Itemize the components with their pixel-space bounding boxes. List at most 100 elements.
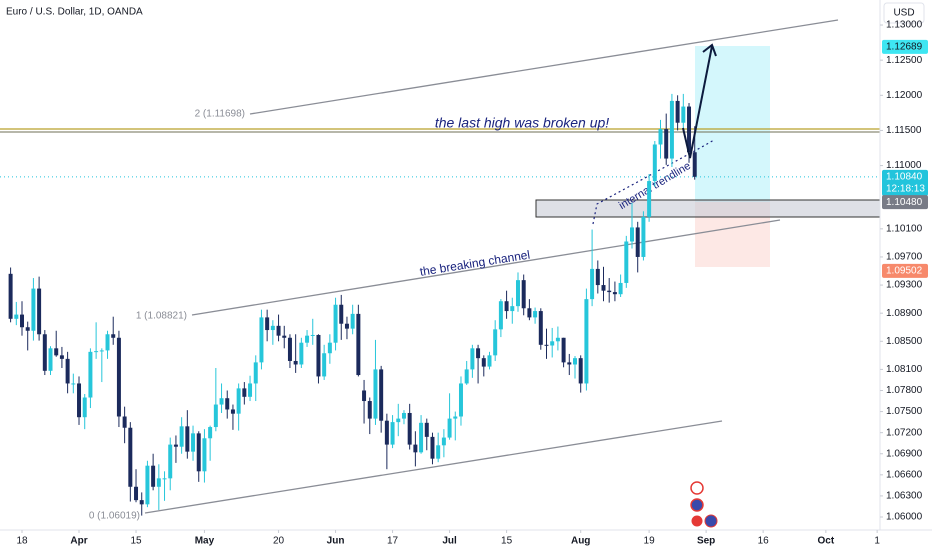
x-tick-label: 20	[273, 536, 285, 547]
y-tick-label: 1.07800	[886, 385, 923, 396]
y-tick-label: 1.06300	[886, 491, 923, 502]
candle-body	[259, 317, 264, 363]
candle-body	[356, 313, 361, 376]
candle-body	[487, 355, 492, 367]
candle-body	[555, 337, 560, 342]
x-tick-label: Jun	[327, 536, 345, 547]
candle-body	[453, 416, 458, 419]
candle-body	[612, 292, 617, 295]
candle-body	[407, 412, 412, 445]
y-tick-label: 1.07500	[886, 406, 923, 417]
candle-body	[498, 301, 503, 330]
candle-body	[54, 348, 59, 356]
price-marker-label: 1.10840	[886, 171, 923, 182]
candle-body	[396, 418, 401, 423]
candle-body	[208, 427, 213, 439]
candle-body	[196, 433, 201, 472]
candle-body	[687, 106, 692, 153]
candle-body	[630, 227, 635, 242]
candle-body	[652, 144, 657, 182]
candle-body	[339, 304, 344, 324]
candle-body	[607, 290, 612, 293]
candle-body	[236, 388, 241, 414]
candle-body	[590, 268, 595, 300]
candle-body	[270, 325, 275, 331]
event-icon[interactable]	[690, 514, 704, 528]
candle-body	[156, 478, 161, 487]
candle-body	[276, 325, 281, 336]
candle-body	[441, 437, 446, 446]
candle-body	[191, 433, 196, 452]
candle-body	[527, 308, 532, 318]
candle-body	[14, 314, 19, 319]
candle-body	[310, 334, 315, 336]
candle-body	[561, 337, 566, 363]
candle-body	[333, 304, 338, 343]
countdown: 12:18:13	[886, 183, 925, 194]
candle-body	[664, 129, 669, 159]
currency-button[interactable]	[883, 2, 925, 24]
candle-body	[111, 334, 116, 338]
candle-body	[544, 344, 549, 346]
candle-body	[287, 337, 292, 361]
candle-body	[362, 390, 367, 402]
candle-body	[134, 486, 139, 501]
candle-body	[122, 416, 127, 428]
candle-body	[162, 478, 167, 480]
price-marker	[882, 169, 928, 196]
candle-body	[253, 362, 258, 384]
candle-body	[25, 327, 30, 331]
x-tick-label: 16	[758, 536, 770, 547]
candle-body	[504, 301, 509, 312]
long-target-zone	[695, 46, 770, 202]
candle-body	[88, 351, 93, 398]
candle-body	[367, 401, 372, 419]
event-icon[interactable]	[704, 514, 718, 528]
candle-body	[168, 444, 173, 479]
candle-body	[213, 404, 218, 428]
candle-body	[430, 436, 435, 459]
candle-body	[299, 342, 304, 365]
candle-body	[99, 350, 104, 352]
candle-body	[595, 268, 600, 286]
event-icon[interactable]	[690, 481, 704, 495]
candle-body	[77, 383, 82, 418]
candle-body	[242, 388, 247, 397]
y-tick-label: 1.06000	[886, 512, 923, 523]
currency[interactable]: USD	[893, 8, 914, 19]
candle-body	[145, 465, 150, 505]
candle-body	[424, 422, 429, 437]
candle-body	[94, 351, 99, 353]
x-tick-label: 17	[387, 536, 399, 547]
y-tick-label: 1.08100	[886, 364, 923, 375]
candle-body	[20, 314, 25, 328]
x-tick-label: Aug	[571, 536, 590, 547]
annotation: the last high was broken up!	[435, 115, 609, 131]
price-marker-label: 1.12689	[886, 42, 923, 53]
candles	[8, 93, 697, 516]
event-icon[interactable]	[690, 498, 704, 512]
candle-body	[624, 241, 629, 283]
channel-line	[191, 219, 781, 316]
candle-body	[567, 362, 572, 365]
x-tick-label: Oct	[818, 536, 835, 547]
x-tick-label: 19	[644, 536, 656, 547]
candle-body	[373, 369, 378, 419]
candle-body	[635, 227, 640, 257]
candle-body	[447, 418, 452, 438]
x-tick-label: May	[195, 536, 215, 547]
candle-body	[185, 426, 190, 452]
candle-body	[419, 422, 424, 453]
candle-body	[584, 299, 589, 384]
y-tick-label: 1.09300	[886, 280, 923, 291]
candle-body	[618, 282, 623, 295]
candle-body	[669, 100, 674, 159]
candle-body	[384, 420, 389, 445]
candle-body	[510, 306, 515, 312]
y-tick-label: 1.08900	[886, 308, 923, 319]
fib-label: 0 (1.06019)	[89, 511, 140, 522]
candle-body	[173, 444, 178, 447]
candle-body	[282, 335, 287, 338]
